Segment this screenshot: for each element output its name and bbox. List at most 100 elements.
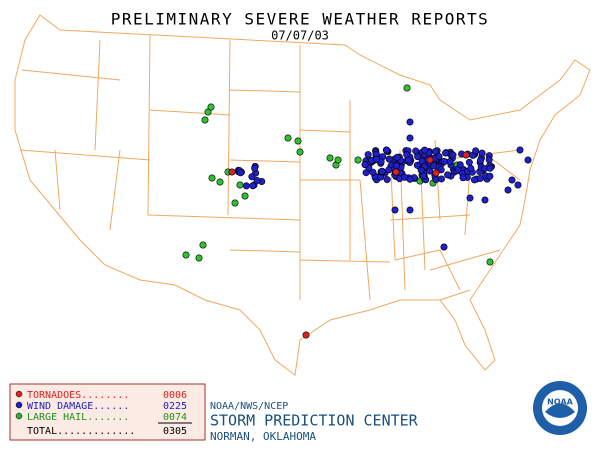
report-dot xyxy=(182,251,190,259)
base-map xyxy=(14,14,591,376)
us-outline xyxy=(14,14,591,376)
report-dot xyxy=(514,181,522,189)
report-dot xyxy=(392,168,400,176)
report-dot xyxy=(442,149,450,157)
report-dot xyxy=(364,151,372,159)
report-dot xyxy=(385,155,393,163)
report-dot xyxy=(361,161,369,169)
total-label: TOTAL............. xyxy=(27,426,135,437)
report-dot xyxy=(504,186,512,194)
legend-count: 0074 xyxy=(163,412,187,423)
report-dot xyxy=(383,146,391,154)
report-dot xyxy=(462,151,470,159)
report-dot xyxy=(440,158,448,166)
report-dot xyxy=(432,169,440,177)
total-count: 0305 xyxy=(163,426,187,437)
report-dot xyxy=(404,156,412,164)
agency: NOAA/NWS/NCEP xyxy=(210,401,288,412)
report-dot xyxy=(478,149,486,157)
report-dot xyxy=(476,174,484,182)
report-dot xyxy=(486,164,494,172)
report-dot xyxy=(486,172,494,180)
report-dot xyxy=(449,151,457,159)
report-dot xyxy=(241,192,249,200)
report-dot xyxy=(413,161,421,169)
report-dot xyxy=(406,206,414,214)
report-dots xyxy=(182,84,532,339)
report-dot xyxy=(430,162,438,170)
report-dot xyxy=(391,206,399,214)
report-dot xyxy=(284,134,292,142)
state-lines xyxy=(19,34,521,301)
report-dot xyxy=(470,176,478,184)
report-dot xyxy=(486,258,494,266)
report-dot xyxy=(456,161,464,169)
report-dot xyxy=(417,166,425,174)
report-dot xyxy=(302,331,310,339)
report-dot xyxy=(403,84,411,92)
report-dot xyxy=(216,178,224,186)
report-dot xyxy=(383,176,391,184)
report-dot xyxy=(393,153,401,161)
report-dot xyxy=(242,182,250,190)
report-dot xyxy=(248,173,256,181)
report-dot xyxy=(437,175,445,183)
legend-label: LARGE HAIL....... xyxy=(27,412,129,423)
center-name: STORM PREDICTION CENTER xyxy=(210,412,419,430)
legend-label: WIND DAMAGE...... xyxy=(27,401,129,412)
report-dot xyxy=(440,243,448,251)
report-dot xyxy=(334,156,342,164)
report-dot xyxy=(251,164,259,172)
report-dot xyxy=(369,168,377,176)
report-dot xyxy=(465,158,473,166)
report-dot xyxy=(201,116,209,124)
report-dot xyxy=(508,176,516,184)
report-dot xyxy=(412,147,420,155)
report-dot xyxy=(466,194,474,202)
report-dot xyxy=(326,154,334,162)
report-dot xyxy=(406,134,414,142)
report-dot xyxy=(195,254,203,262)
report-dot xyxy=(421,146,429,154)
report-dot xyxy=(385,166,393,174)
report-dot xyxy=(476,156,484,164)
report-dot xyxy=(231,199,239,207)
legend-count: 0225 xyxy=(163,401,187,412)
report-dot xyxy=(354,156,362,164)
report-dot xyxy=(228,168,236,176)
report-dot xyxy=(406,118,414,126)
location: NORMAN, OKLAHOMA xyxy=(210,430,316,443)
report-dot xyxy=(249,182,257,190)
date: 07/07/03 xyxy=(271,29,329,43)
report-dot xyxy=(524,156,532,164)
report-dot xyxy=(253,177,261,185)
title: PRELIMINARY SEVERE WEATHER REPORTS xyxy=(111,10,490,29)
report-dot xyxy=(237,169,245,177)
report-dot xyxy=(199,241,207,249)
legend-dot xyxy=(15,390,23,398)
report-dot xyxy=(236,181,244,189)
report-dot xyxy=(296,148,304,156)
legend-label: TORNADOES........ xyxy=(27,390,129,401)
report-dot xyxy=(294,137,302,145)
report-dot xyxy=(208,174,216,182)
legend-dot xyxy=(15,401,23,409)
report-dot xyxy=(481,196,489,204)
logo-text: NOAA xyxy=(547,398,573,407)
legend-count: 0006 xyxy=(163,390,187,401)
legend-box xyxy=(9,383,206,441)
report-dot xyxy=(472,147,480,155)
report-dot xyxy=(435,152,443,160)
report-dot xyxy=(419,172,427,180)
report-dot xyxy=(516,146,524,154)
report-dot xyxy=(437,166,445,174)
report-dot xyxy=(372,155,380,163)
report-dot xyxy=(467,164,475,172)
report-dot xyxy=(207,103,215,111)
logo-bird xyxy=(545,403,575,418)
report-dot xyxy=(426,167,434,175)
report-dot xyxy=(393,162,401,170)
legend-dot xyxy=(15,412,23,420)
report-dot xyxy=(459,174,467,182)
